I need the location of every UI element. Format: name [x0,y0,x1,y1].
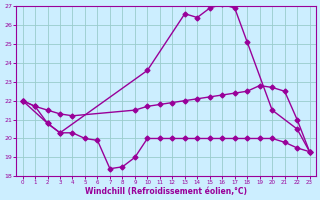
X-axis label: Windchill (Refroidissement éolien,°C): Windchill (Refroidissement éolien,°C) [85,187,247,196]
